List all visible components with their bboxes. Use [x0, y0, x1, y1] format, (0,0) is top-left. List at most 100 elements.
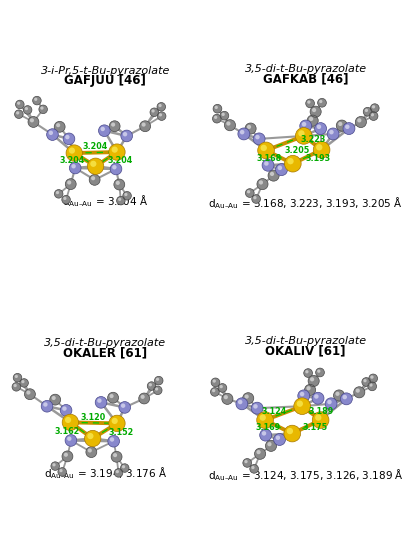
Circle shape	[315, 414, 321, 421]
Circle shape	[139, 393, 150, 404]
Circle shape	[213, 114, 221, 123]
Circle shape	[118, 198, 121, 201]
Circle shape	[16, 100, 24, 109]
Circle shape	[259, 180, 263, 185]
Circle shape	[288, 158, 294, 164]
Circle shape	[305, 384, 316, 395]
Text: 3.193: 3.193	[305, 154, 330, 163]
Circle shape	[310, 106, 321, 117]
Text: 3.205: 3.205	[284, 146, 310, 156]
Circle shape	[363, 107, 372, 116]
Circle shape	[40, 106, 44, 109]
Circle shape	[157, 102, 166, 111]
Circle shape	[62, 195, 70, 204]
Circle shape	[116, 470, 119, 473]
Circle shape	[47, 129, 58, 140]
Circle shape	[123, 191, 131, 200]
Text: 3.120: 3.120	[80, 413, 105, 422]
Circle shape	[63, 197, 67, 200]
Circle shape	[86, 447, 97, 458]
Circle shape	[251, 466, 254, 469]
Circle shape	[264, 161, 269, 166]
Circle shape	[247, 190, 250, 194]
Circle shape	[150, 108, 159, 117]
Circle shape	[211, 388, 219, 396]
Circle shape	[41, 400, 53, 412]
Circle shape	[28, 117, 39, 128]
Circle shape	[211, 378, 220, 387]
Text: 3.204: 3.204	[83, 142, 108, 151]
Circle shape	[140, 121, 151, 131]
Circle shape	[247, 125, 251, 129]
Circle shape	[85, 430, 101, 447]
Circle shape	[365, 109, 368, 112]
Circle shape	[343, 123, 355, 135]
Circle shape	[212, 389, 215, 392]
Circle shape	[357, 118, 362, 123]
Circle shape	[262, 160, 274, 171]
Circle shape	[354, 387, 365, 398]
Circle shape	[238, 400, 243, 404]
Circle shape	[54, 190, 63, 198]
Circle shape	[370, 376, 373, 379]
Text: d$_{\mathrm{Au–Au}}$ = 3.168, 3.223, 3.193, 3.205 Å: d$_{\mathrm{Au–Au}}$ = 3.168, 3.223, 3.1…	[209, 195, 403, 211]
Circle shape	[30, 118, 34, 123]
Circle shape	[70, 162, 81, 174]
Circle shape	[294, 398, 310, 415]
Circle shape	[250, 465, 258, 473]
Circle shape	[108, 436, 119, 447]
Circle shape	[65, 417, 71, 423]
Circle shape	[121, 404, 125, 408]
Circle shape	[26, 390, 31, 395]
Circle shape	[117, 196, 125, 205]
Circle shape	[17, 102, 20, 105]
Circle shape	[315, 123, 326, 135]
Circle shape	[312, 392, 324, 404]
Circle shape	[255, 135, 260, 139]
Circle shape	[110, 394, 114, 398]
Circle shape	[15, 110, 23, 118]
Circle shape	[23, 106, 32, 114]
Circle shape	[113, 453, 117, 457]
Circle shape	[52, 463, 56, 466]
Circle shape	[220, 385, 223, 388]
Circle shape	[62, 406, 67, 411]
Circle shape	[142, 123, 146, 127]
Text: d$_{\mathrm{Au–Au}}$ = 3.124, 3.175, 3.126, 3.189 Å: d$_{\mathrm{Au–Au}}$ = 3.124, 3.175, 3.1…	[208, 467, 404, 483]
Circle shape	[302, 122, 306, 127]
Circle shape	[238, 128, 250, 140]
Circle shape	[336, 120, 347, 131]
Circle shape	[243, 459, 252, 468]
Circle shape	[369, 374, 378, 383]
Circle shape	[16, 111, 19, 114]
Circle shape	[327, 128, 339, 140]
Circle shape	[147, 382, 156, 390]
Circle shape	[43, 402, 47, 406]
Circle shape	[56, 191, 59, 194]
Circle shape	[89, 174, 100, 185]
Circle shape	[111, 452, 122, 462]
Circle shape	[325, 398, 337, 410]
Circle shape	[50, 394, 61, 405]
Circle shape	[333, 390, 345, 401]
Circle shape	[245, 394, 249, 399]
Circle shape	[71, 164, 76, 168]
Circle shape	[225, 120, 236, 131]
Text: d$_{\mathrm{Au–Au}}$ = 3.194, 3.176 Å: d$_{\mathrm{Au–Au}}$ = 3.194, 3.176 Å	[44, 465, 167, 481]
Circle shape	[368, 382, 377, 390]
Circle shape	[276, 436, 280, 440]
Circle shape	[111, 123, 115, 127]
Circle shape	[306, 99, 315, 108]
Circle shape	[284, 425, 301, 442]
Circle shape	[21, 380, 25, 383]
Circle shape	[108, 392, 119, 403]
Circle shape	[319, 100, 322, 103]
Circle shape	[253, 404, 258, 409]
Circle shape	[295, 128, 312, 144]
Text: d$_{\mathrm{Au–Au}}$ = 3.204 Å: d$_{\mathrm{Au–Au}}$ = 3.204 Å	[62, 193, 148, 209]
Circle shape	[20, 378, 28, 387]
Circle shape	[226, 122, 231, 125]
Circle shape	[257, 179, 268, 190]
Circle shape	[157, 112, 166, 120]
Circle shape	[213, 104, 222, 113]
